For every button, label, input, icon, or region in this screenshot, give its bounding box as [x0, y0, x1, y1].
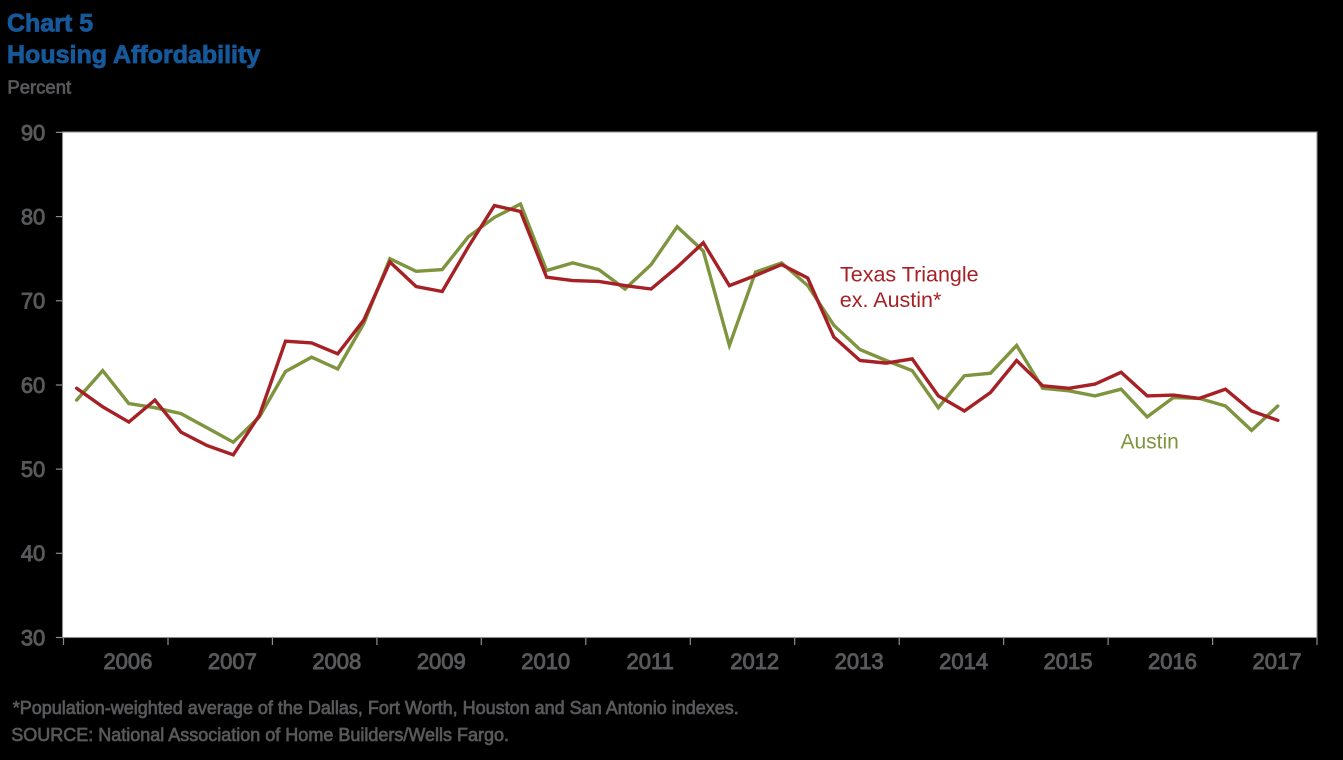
- svg-text:90: 90: [21, 120, 45, 145]
- svg-text:ex. Austin*: ex. Austin*: [840, 288, 942, 312]
- svg-text:Percent: Percent: [7, 77, 71, 98]
- svg-text:*Population-weighted average o: *Population-weighted average of the Dall…: [13, 698, 739, 718]
- svg-text:50: 50: [21, 457, 45, 482]
- svg-text:Texas Triangle: Texas Triangle: [840, 262, 979, 286]
- svg-text:2009: 2009: [417, 649, 466, 674]
- svg-text:Austin: Austin: [1121, 431, 1179, 454]
- svg-text:70: 70: [21, 289, 45, 314]
- svg-text:Housing Affordability: Housing Affordability: [7, 41, 260, 69]
- svg-text:2015: 2015: [1044, 649, 1093, 674]
- svg-text:2011: 2011: [627, 649, 674, 674]
- svg-text:2010: 2010: [521, 649, 570, 674]
- svg-text:2013: 2013: [835, 649, 884, 674]
- svg-text:2007: 2007: [208, 649, 257, 674]
- svg-text:2016: 2016: [1148, 649, 1197, 674]
- svg-text:80: 80: [21, 205, 45, 230]
- svg-text:2014: 2014: [939, 649, 988, 674]
- svg-text:2006: 2006: [103, 649, 152, 674]
- svg-text:60: 60: [21, 373, 45, 398]
- svg-text:30: 30: [21, 625, 45, 650]
- svg-text:SOURCE: National Association o: SOURCE: National Association of Home Bui…: [11, 725, 509, 745]
- svg-text:2017: 2017: [1253, 649, 1302, 674]
- svg-text:40: 40: [21, 541, 45, 566]
- svg-text:2008: 2008: [312, 649, 361, 674]
- svg-text:2012: 2012: [730, 649, 779, 674]
- svg-text:Chart 5: Chart 5: [7, 10, 93, 38]
